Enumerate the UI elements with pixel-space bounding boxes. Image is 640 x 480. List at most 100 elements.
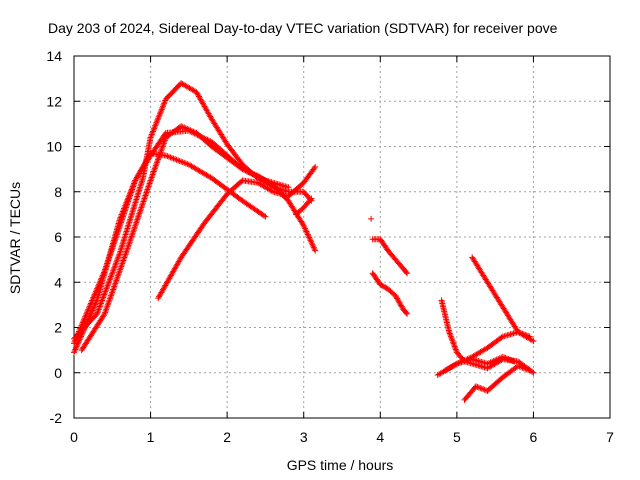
data-point <box>146 180 153 187</box>
data-point <box>79 319 86 326</box>
data-point <box>245 168 252 175</box>
data-point <box>155 113 162 120</box>
data-point <box>252 172 259 179</box>
data-point <box>136 209 143 216</box>
data-point <box>114 257 121 264</box>
data-point <box>128 187 135 194</box>
data-point <box>134 216 141 223</box>
data-point <box>133 218 140 225</box>
data-point <box>308 240 315 247</box>
data-point <box>310 244 317 251</box>
data-point <box>501 354 508 361</box>
data-point <box>81 315 88 322</box>
data-point <box>74 340 81 347</box>
data-point <box>404 310 411 317</box>
data-point <box>85 317 92 324</box>
data-point <box>148 132 155 139</box>
data-point <box>111 264 118 271</box>
data-point <box>310 243 317 250</box>
data-point <box>95 307 102 314</box>
series-sat-C <box>71 150 269 356</box>
data-point <box>312 163 319 170</box>
data-point <box>156 110 163 117</box>
data-point <box>502 355 509 362</box>
data-point <box>79 321 86 328</box>
data-point <box>530 369 537 376</box>
x-tick-label: 6 <box>530 429 538 445</box>
data-point <box>93 298 100 305</box>
data-point <box>99 296 106 303</box>
data-point <box>302 227 309 234</box>
data-point <box>243 168 250 175</box>
data-point <box>135 212 142 219</box>
data-point <box>475 384 482 391</box>
data-point <box>515 362 522 369</box>
data-point <box>139 200 146 207</box>
data-point <box>101 291 108 298</box>
data-point <box>158 147 165 154</box>
data-point <box>124 196 131 203</box>
data-point <box>149 130 156 137</box>
data-point <box>115 252 122 259</box>
data-point <box>246 169 253 176</box>
data-point <box>89 307 96 314</box>
data-point <box>110 267 117 274</box>
data-point <box>110 266 117 273</box>
data-point <box>505 356 512 363</box>
data-point <box>155 155 162 162</box>
data-point <box>452 345 459 352</box>
data-point <box>306 234 313 241</box>
data-point <box>526 367 533 374</box>
data-point <box>92 300 99 307</box>
data-point <box>262 213 269 220</box>
data-points <box>71 80 537 403</box>
data-point <box>107 273 114 280</box>
data-point <box>161 98 168 105</box>
data-point <box>78 322 85 329</box>
data-point <box>134 215 141 222</box>
data-point <box>152 121 159 128</box>
data-point <box>477 385 484 392</box>
data-point <box>96 304 103 311</box>
data-point <box>113 258 120 265</box>
data-point <box>508 357 515 364</box>
series-sat-L <box>469 254 537 345</box>
data-point <box>145 183 152 190</box>
series-sat-F <box>293 195 315 218</box>
data-point <box>104 284 111 291</box>
data-point <box>125 243 132 250</box>
data-point <box>156 152 163 159</box>
data-point <box>522 365 529 372</box>
data-point <box>141 195 148 202</box>
data-point <box>158 106 165 113</box>
data-point <box>150 170 157 177</box>
data-point <box>123 199 130 206</box>
data-point <box>311 246 318 253</box>
data-point <box>129 230 136 237</box>
data-point <box>312 247 319 254</box>
data-point <box>74 342 81 349</box>
data-point <box>81 324 88 331</box>
data-point <box>125 195 132 202</box>
x-tick-label: 3 <box>300 429 308 445</box>
data-point <box>303 228 310 235</box>
data-point <box>81 316 88 323</box>
data-point <box>150 168 157 175</box>
data-point <box>305 232 312 239</box>
data-point <box>101 290 108 297</box>
data-point <box>138 203 145 210</box>
data-point <box>449 337 456 344</box>
data-point <box>72 346 79 353</box>
data-point <box>130 227 137 234</box>
data-point <box>137 206 144 213</box>
data-point <box>109 270 116 277</box>
data-point <box>447 333 454 340</box>
data-point <box>147 178 154 185</box>
data-point <box>156 112 163 119</box>
data-point <box>96 303 103 310</box>
data-point <box>149 172 156 179</box>
data-point <box>80 318 87 325</box>
data-point <box>155 115 162 122</box>
y-tick-label: 2 <box>54 320 62 336</box>
y-tick-label: -2 <box>50 410 63 426</box>
